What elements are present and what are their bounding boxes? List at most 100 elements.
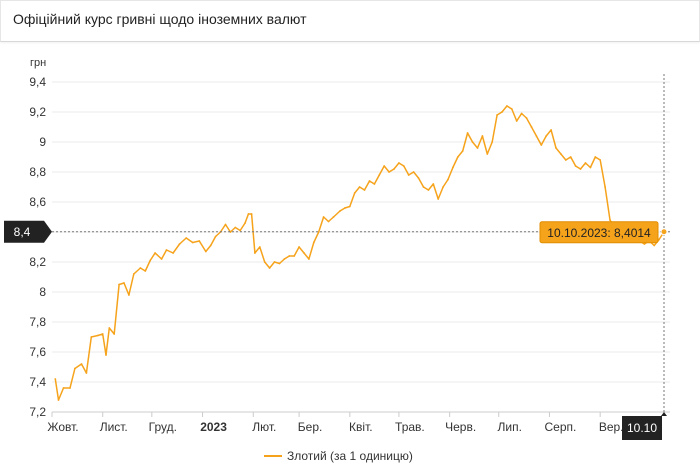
data-point[interactable] — [569, 156, 572, 158]
data-point[interactable] — [113, 333, 116, 335]
data-point[interactable] — [496, 114, 498, 116]
data-point[interactable] — [378, 174, 381, 176]
legend-label[interactable]: Злотий (за 1 одиницю) — [287, 449, 413, 463]
data-point[interactable] — [643, 243, 646, 245]
data-point[interactable] — [96, 334, 99, 337]
data-point[interactable] — [432, 183, 435, 185]
data-point[interactable] — [178, 243, 181, 245]
data-point[interactable] — [589, 166, 592, 169]
data-point[interactable] — [204, 250, 207, 253]
legend[interactable]: Злотий (за 1 одиницю) — [264, 449, 413, 463]
data-point[interactable] — [383, 165, 386, 167]
data-point[interactable] — [263, 261, 266, 263]
data-point[interactable] — [427, 189, 430, 191]
data-point[interactable] — [471, 141, 474, 143]
data-point[interactable] — [74, 367, 76, 370]
data-point[interactable] — [160, 258, 163, 260]
data-point[interactable] — [658, 238, 660, 241]
data-point[interactable] — [69, 387, 71, 389]
data-point[interactable] — [412, 171, 415, 173]
data-point[interactable] — [90, 336, 93, 338]
data-point[interactable] — [422, 186, 425, 188]
data-point[interactable] — [191, 241, 194, 244]
data-point[interactable] — [555, 147, 557, 149]
data-point[interactable] — [456, 156, 459, 158]
data-point[interactable] — [198, 240, 201, 242]
data-point[interactable] — [293, 255, 296, 257]
data-point[interactable] — [540, 144, 543, 146]
data-point[interactable] — [322, 216, 325, 218]
data-point[interactable] — [437, 198, 440, 200]
data-point[interactable] — [510, 108, 513, 110]
data-point[interactable] — [165, 249, 168, 251]
data-point[interactable] — [388, 171, 390, 173]
data-point[interactable] — [506, 105, 508, 107]
data-point[interactable] — [402, 165, 405, 167]
data-point[interactable] — [224, 223, 227, 226]
data-point[interactable] — [268, 267, 271, 269]
data-point[interactable] — [368, 180, 371, 182]
data-point[interactable] — [393, 168, 395, 170]
data-point[interactable] — [491, 141, 494, 143]
data-point[interactable] — [564, 159, 567, 161]
data-point[interactable] — [584, 162, 587, 164]
data-point[interactable] — [247, 213, 250, 215]
data-point[interactable] — [209, 244, 212, 247]
data-point[interactable] — [594, 156, 597, 158]
data-point[interactable] — [254, 252, 256, 254]
data-point[interactable] — [417, 177, 420, 179]
data-point[interactable] — [278, 262, 281, 265]
data-point[interactable] — [101, 333, 104, 335]
data-point[interactable] — [442, 186, 444, 188]
data-point[interactable] — [574, 165, 577, 167]
data-point[interactable] — [353, 192, 356, 194]
data-point[interactable] — [132, 273, 135, 275]
data-point[interactable] — [550, 129, 552, 131]
data-point[interactable] — [398, 162, 400, 164]
data-point[interactable] — [530, 126, 533, 128]
data-point[interactable] — [54, 378, 57, 380]
data-point[interactable] — [373, 183, 376, 185]
data-point[interactable] — [149, 259, 152, 262]
data-point[interactable] — [501, 111, 503, 113]
data-point[interactable] — [363, 189, 366, 191]
data-point[interactable] — [312, 241, 315, 244]
data-point[interactable] — [407, 174, 410, 176]
data-point[interactable] — [604, 186, 606, 188]
data-point[interactable] — [105, 354, 107, 356]
data-point[interactable] — [545, 135, 548, 137]
data-point[interactable] — [283, 258, 286, 260]
data-point[interactable] — [461, 150, 464, 152]
data-point[interactable] — [317, 231, 320, 233]
data-point[interactable] — [185, 237, 188, 239]
data-point[interactable] — [525, 117, 528, 119]
data-point[interactable] — [214, 235, 217, 238]
data-point[interactable] — [154, 252, 157, 254]
data-point[interactable] — [653, 244, 656, 247]
data-point[interactable] — [327, 220, 330, 223]
data-point[interactable] — [250, 213, 253, 215]
data-point[interactable] — [239, 229, 242, 232]
data-point[interactable] — [452, 166, 454, 169]
data-point[interactable] — [358, 186, 361, 188]
data-point[interactable] — [486, 153, 489, 155]
data-point[interactable] — [515, 120, 518, 122]
data-point[interactable] — [344, 207, 346, 209]
data-point[interactable] — [80, 363, 83, 365]
data-point[interactable] — [303, 252, 305, 254]
data-point[interactable] — [339, 210, 341, 212]
data-point[interactable] — [108, 327, 111, 329]
series-line[interactable] — [54, 105, 665, 401]
data-point[interactable] — [298, 246, 300, 248]
data-point[interactable] — [258, 246, 261, 248]
data-point[interactable] — [234, 226, 237, 229]
data-point[interactable] — [85, 372, 88, 374]
data-point[interactable] — [332, 216, 335, 218]
data-point[interactable] — [273, 261, 276, 263]
data-point[interactable] — [560, 153, 562, 155]
data-point[interactable] — [57, 399, 60, 401]
data-point[interactable] — [481, 135, 484, 137]
data-point[interactable] — [599, 159, 602, 161]
data-point[interactable] — [244, 222, 247, 224]
